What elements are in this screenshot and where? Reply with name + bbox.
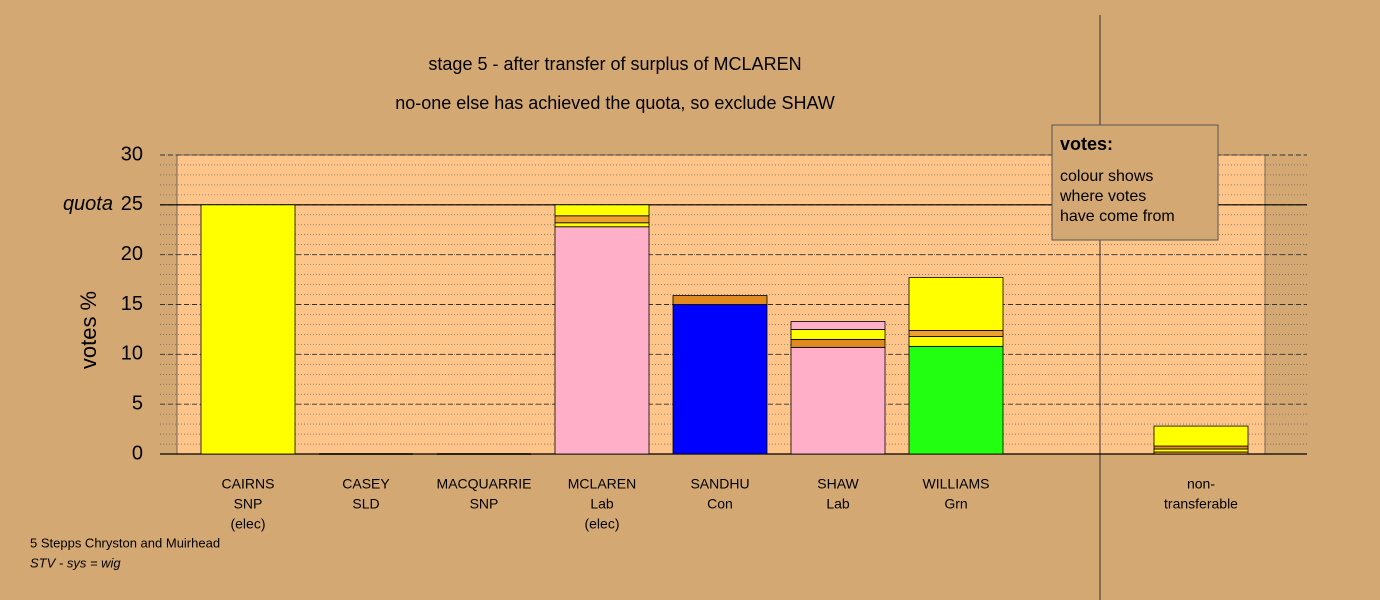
legend-text: where votes bbox=[1059, 188, 1146, 205]
y-tick-label: 20 bbox=[121, 243, 143, 265]
bar-segment bbox=[908, 330, 1004, 337]
x-tick-label: MACQUARRIE bbox=[437, 476, 532, 492]
bar-segment bbox=[908, 335, 1004, 347]
x-tick-label: SANDHU bbox=[690, 476, 749, 492]
x-tick-label: SHAW bbox=[817, 476, 859, 492]
legend-text: colour shows bbox=[1060, 168, 1153, 185]
legend-text: have come from bbox=[1060, 208, 1175, 225]
bar-segment bbox=[672, 295, 768, 305]
x-tick-label: SNP bbox=[234, 496, 263, 512]
y-tick-label: 5 bbox=[132, 392, 143, 414]
x-tick-label: Lab bbox=[590, 496, 614, 512]
x-tick-label: SNP bbox=[470, 496, 499, 512]
x-tick-label: SLD bbox=[352, 496, 379, 512]
y-axis-label: votes % bbox=[76, 291, 101, 369]
bar-segment bbox=[790, 321, 886, 330]
bar-segment bbox=[790, 329, 886, 340]
bar-segment bbox=[908, 277, 1004, 331]
y-tick-label: 25 bbox=[121, 193, 143, 215]
bar-segment bbox=[554, 226, 650, 455]
bar-segment bbox=[1153, 425, 1249, 447]
bar-segment bbox=[790, 338, 886, 348]
x-tick-label: Lab bbox=[826, 496, 850, 512]
chart-subtitle: no-one else has achieved the quota, so e… bbox=[395, 93, 835, 113]
y-tick-label: 10 bbox=[121, 343, 143, 365]
y-tick-label: 15 bbox=[121, 293, 143, 315]
bar-segment bbox=[672, 304, 768, 455]
bar-segment bbox=[1153, 448, 1249, 453]
legend-title: votes: bbox=[1060, 134, 1113, 154]
y-tick-label: 0 bbox=[132, 442, 143, 464]
bar-segment bbox=[200, 204, 296, 455]
x-tick-label: Grn bbox=[944, 496, 967, 512]
bar-segment bbox=[908, 345, 1004, 455]
x-tick-label: (elec) bbox=[584, 516, 619, 532]
x-tick-label: CASEY bbox=[342, 476, 390, 492]
bar-segment bbox=[554, 215, 650, 224]
x-tick-label: CAIRNS bbox=[222, 476, 275, 492]
footer: STV - sys = wig bbox=[30, 555, 121, 570]
x-tick-label: transferable bbox=[1164, 496, 1238, 512]
x-tick-label: non- bbox=[1187, 476, 1215, 492]
chart-title: stage 5 - after transfer of surplus of M… bbox=[428, 54, 801, 74]
bar-segment bbox=[790, 346, 886, 455]
bar-segment bbox=[554, 222, 650, 228]
legend-box bbox=[1051, 124, 1219, 241]
x-tick-label: Con bbox=[707, 496, 733, 512]
y-tick-label: 30 bbox=[121, 143, 143, 165]
x-tick-label: (elec) bbox=[230, 516, 265, 532]
x-tick-label: MCLAREN bbox=[568, 476, 636, 492]
quota-label: quota bbox=[63, 193, 113, 215]
x-tick-label: WILLIAMS bbox=[923, 476, 990, 492]
bar-segment bbox=[554, 204, 650, 217]
footer: 5 Stepps Chryston and Muirhead bbox=[30, 535, 220, 550]
bar-segment bbox=[1153, 445, 1249, 450]
